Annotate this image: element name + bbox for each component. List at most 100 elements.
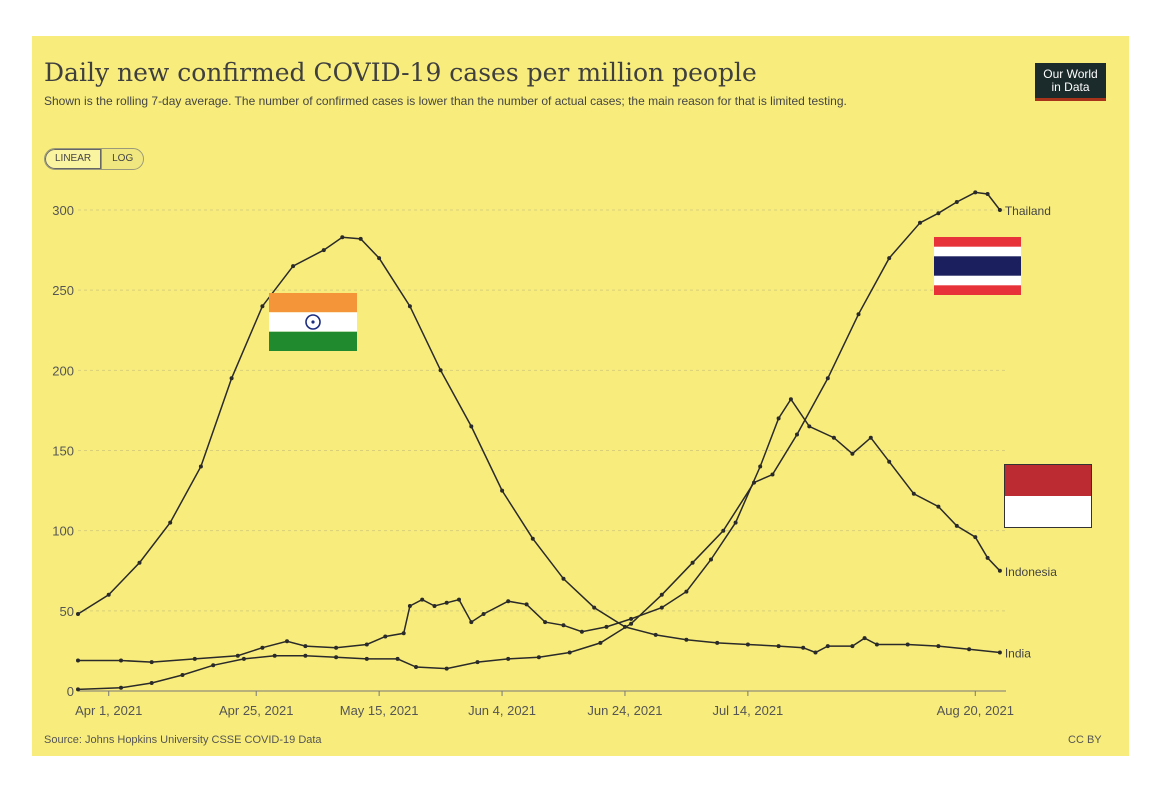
- data-point-indonesia: [973, 535, 978, 540]
- y-tick-label: 250: [52, 283, 74, 298]
- data-point-india: [776, 644, 781, 649]
- data-point-india: [260, 304, 265, 309]
- x-tick-label: Jun 4, 2021: [468, 703, 536, 718]
- series-labels: Thailand Indonesia India: [1005, 204, 1057, 661]
- data-point-thailand: [334, 655, 339, 660]
- source-note: Source: Johns Hopkins University CSSE CO…: [44, 734, 322, 746]
- data-point-thailand: [303, 653, 308, 658]
- data-point-india: [850, 644, 855, 649]
- series-label-india: India: [1005, 647, 1031, 661]
- data-point-thailand: [770, 472, 775, 477]
- series-india[interactable]: [76, 235, 1002, 655]
- data-point-india: [137, 560, 142, 565]
- data-point-thailand: [567, 650, 572, 655]
- data-point-indonesia: [432, 604, 437, 608]
- data-point-indonesia: [604, 624, 609, 629]
- data-point-indonesia: [420, 597, 425, 602]
- data-point-india: [997, 650, 1002, 655]
- data-point-india: [874, 642, 879, 647]
- data-point-india: [229, 376, 234, 381]
- logo-line-2: in Data: [1051, 80, 1090, 94]
- data-point-indonesia: [850, 451, 855, 456]
- data-point-india: [592, 605, 597, 610]
- data-point-indonesia: [997, 568, 1002, 573]
- data-point-india: [358, 236, 363, 241]
- data-point-indonesia: [303, 644, 308, 649]
- y-tick-label: 200: [52, 363, 74, 378]
- data-point-indonesia: [911, 491, 916, 496]
- data-point-thailand: [825, 376, 830, 381]
- data-point-thailand: [985, 192, 990, 196]
- grid-lines: [78, 209, 1006, 612]
- data-point-thailand: [918, 220, 922, 225]
- series-label-thailand: Thailand: [1005, 204, 1051, 218]
- data-point-indonesia: [407, 604, 412, 608]
- y-tick-label: 100: [52, 524, 74, 539]
- data-point-india: [561, 576, 566, 581]
- series-thailand[interactable]: [76, 190, 1002, 692]
- linear-scale-button[interactable]: LINEAR: [45, 149, 103, 169]
- data-point-india: [530, 536, 535, 541]
- data-point-indonesia: [868, 435, 873, 440]
- x-tick-label: Apr 1, 2021: [75, 703, 142, 718]
- logo-line-1: Our World: [1043, 67, 1098, 81]
- data-point-indonesia: [887, 459, 892, 464]
- data-point-thailand: [795, 432, 799, 437]
- license-link[interactable]: CC BY: [1068, 734, 1102, 746]
- data-point-india: [862, 636, 867, 641]
- data-point-thailand: [414, 665, 418, 669]
- data-point-indonesia: [807, 424, 812, 429]
- data-point-india: [377, 256, 382, 261]
- data-point-india: [500, 488, 505, 493]
- data-point-indonesia: [561, 623, 566, 628]
- x-tick-label: Jun 24, 2021: [587, 703, 662, 718]
- data-point-india: [623, 624, 627, 629]
- owid-logo[interactable]: Our World in Data: [1035, 63, 1106, 101]
- x-tick-label: Jul 14, 2021: [712, 703, 783, 718]
- data-point-thailand: [598, 640, 603, 645]
- y-tick-label: 150: [52, 444, 74, 459]
- log-scale-button[interactable]: LOG: [112, 153, 134, 164]
- x-tick-label: Apr 25, 2021: [219, 703, 293, 718]
- data-point-indonesia: [334, 645, 339, 650]
- data-point-indonesia: [119, 658, 123, 663]
- data-point-indonesia: [401, 631, 406, 636]
- data-point-india: [715, 640, 720, 645]
- chart-panel: [32, 36, 1129, 756]
- data-point-thailand: [954, 200, 959, 204]
- data-point-india: [291, 264, 296, 269]
- data-point-india: [168, 520, 173, 525]
- data-point-thailand: [475, 660, 480, 665]
- series-label-indonesia: Indonesia: [1005, 565, 1057, 579]
- chart-subtitle: Shown is the rolling 7-day average. The …: [44, 94, 847, 108]
- data-point-india: [905, 642, 910, 647]
- data-point-thailand: [76, 687, 80, 692]
- data-point-thailand: [629, 621, 634, 626]
- data-point-thailand: [856, 312, 861, 317]
- data-point-indonesia: [659, 605, 664, 610]
- x-tick-label: Aug 20, 2021: [937, 703, 1014, 718]
- series-indonesia[interactable]: [76, 397, 1002, 665]
- data-point-indonesia: [524, 602, 529, 607]
- x-tick-label: May 15, 2021: [340, 703, 419, 718]
- data-point-indonesia: [444, 600, 449, 605]
- data-point-thailand: [241, 656, 246, 661]
- indonesia-flag-icon: [1004, 464, 1092, 528]
- data-point-indonesia: [285, 639, 289, 644]
- scale-toggle: LINEAR LOG: [44, 148, 145, 170]
- data-point-indonesia: [457, 597, 461, 602]
- data-point-indonesia: [733, 520, 738, 525]
- data-point-indonesia: [383, 634, 388, 639]
- data-point-thailand: [272, 653, 277, 658]
- data-point-india: [801, 645, 806, 650]
- y-tick-label: 300: [52, 203, 74, 218]
- data-point-indonesia: [788, 397, 793, 402]
- data-point-indonesia: [192, 656, 197, 661]
- data-point-india: [106, 592, 111, 597]
- data-point-thailand: [364, 656, 369, 661]
- data-point-india: [684, 637, 689, 642]
- thailand-flag-icon: [934, 237, 1021, 295]
- series-line-indonesia[interactable]: [78, 397, 1001, 663]
- series-line-thailand[interactable]: [77, 191, 1001, 691]
